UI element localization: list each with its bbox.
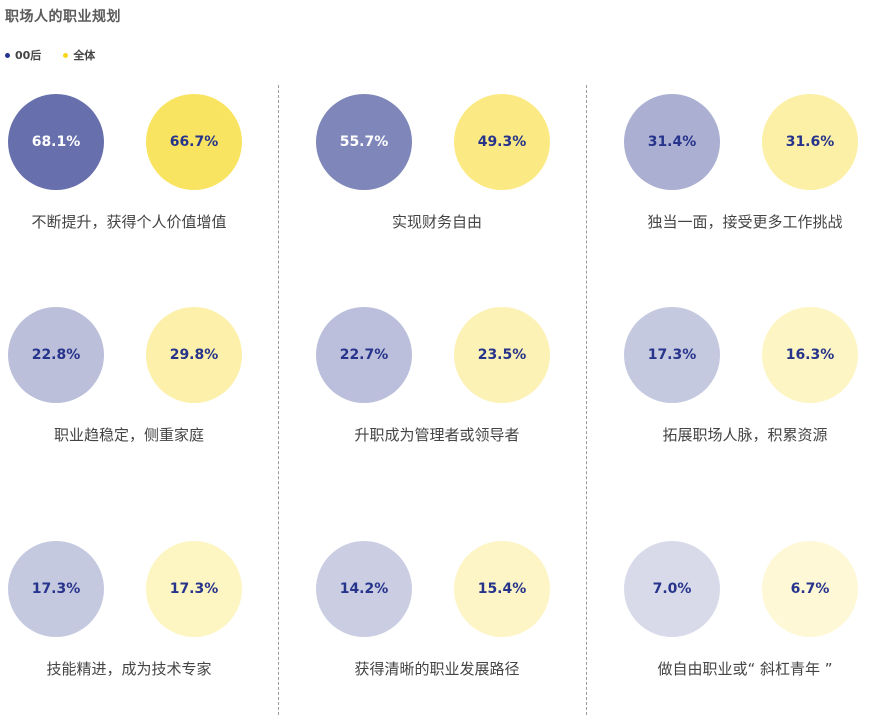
- plan-cell: 68.1% 66.7% 不断提升，获得个人价值增值: [0, 94, 268, 254]
- bubble-all: 15.4%: [454, 541, 550, 637]
- bubble-00: 31.4%: [624, 94, 720, 190]
- bubble-all: 16.3%: [762, 307, 858, 403]
- column-divider: [586, 85, 587, 715]
- bubble-00: 68.1%: [8, 94, 104, 190]
- bubble-00: 17.3%: [8, 541, 104, 637]
- bubble-00: 22.8%: [8, 307, 104, 403]
- plan-label: 拓展职场人脉，积累资源: [662, 426, 828, 444]
- plan-cell: 55.7% 49.3% 实现财务自由: [308, 94, 576, 254]
- plan-label: 独当一面，接受更多工作挑战: [647, 213, 843, 231]
- bubble-all: 31.6%: [762, 94, 858, 190]
- plan-cell: 17.3% 17.3% 技能精进，成为技术专家: [0, 541, 268, 701]
- legend-dot-all: [63, 52, 69, 58]
- bubble-all: 23.5%: [454, 307, 550, 403]
- plan-label: 职业趋稳定，侧重家庭: [53, 426, 204, 444]
- plan-label: 做自由职业或“ 斜杠青年 ”: [657, 660, 833, 678]
- plan-cell: 31.4% 31.6% 独当一面，接受更多工作挑战: [616, 94, 879, 254]
- plan-cell: 22.8% 29.8% 职业趋稳定，侧重家庭: [0, 307, 268, 467]
- legend-label-00: 00后: [15, 49, 42, 62]
- bubble-00: 14.2%: [316, 541, 412, 637]
- plan-cell: 22.7% 23.5% 升职成为管理者或领导者: [308, 307, 576, 467]
- plan-label: 不断提升，获得个人价值增值: [31, 213, 227, 231]
- bubble-all: 29.8%: [146, 307, 242, 403]
- chart-title: 职场人的职业规划: [5, 9, 121, 25]
- plan-label: 升职成为管理者或领导者: [354, 426, 520, 444]
- plan-label: 获得清晰的职业发展路径: [354, 660, 520, 678]
- plan-label: 技能精进，成为技术专家: [46, 660, 212, 678]
- bubble-all: 17.3%: [146, 541, 242, 637]
- legend-dot-00: [5, 52, 10, 58]
- bubble-00: 17.3%: [624, 307, 720, 403]
- bubble-00: 22.7%: [316, 307, 412, 403]
- plan-cell: 7.0% 6.7% 做自由职业或“ 斜杠青年 ”: [616, 541, 879, 701]
- legend-item-00: 00后: [5, 47, 41, 63]
- plan-cell: 17.3% 16.3% 拓展职场人脉，积累资源: [616, 307, 879, 467]
- legend-label-all: 全体: [73, 49, 96, 62]
- bubble-all: 66.7%: [146, 94, 242, 190]
- bubble-all: 49.3%: [454, 94, 550, 190]
- legend: 00后 全体: [5, 47, 117, 63]
- column-divider: [278, 85, 279, 715]
- bubble-all: 6.7%: [762, 541, 858, 637]
- bubble-00: 7.0%: [624, 541, 720, 637]
- bubble-00: 55.7%: [316, 94, 412, 190]
- plan-cell: 14.2% 15.4% 获得清晰的职业发展路径: [308, 541, 576, 701]
- legend-item-all: 全体: [63, 47, 95, 63]
- plan-label: 实现财务自由: [391, 213, 482, 231]
